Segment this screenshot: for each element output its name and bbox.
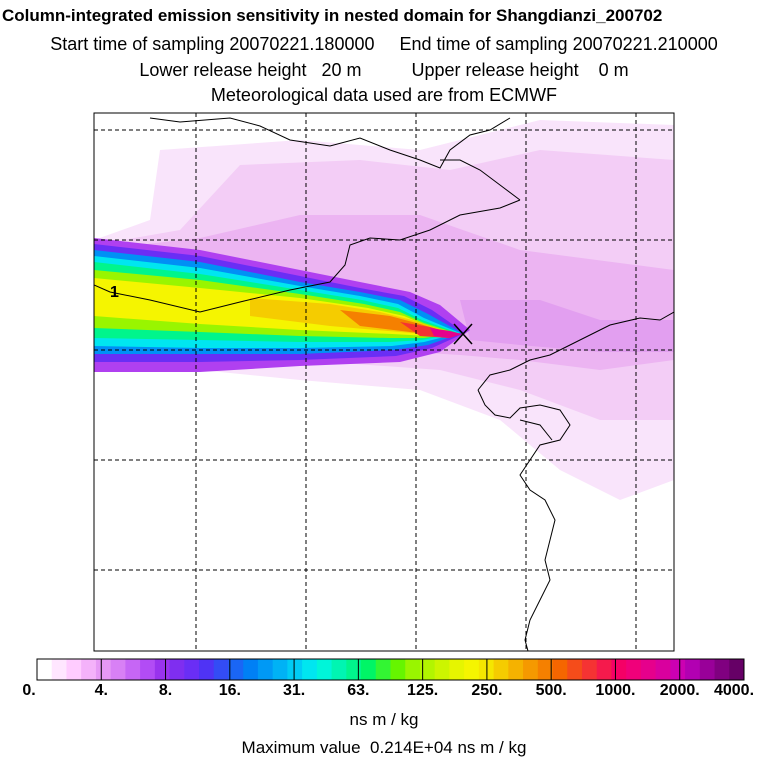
colorbar-cell — [95, 659, 112, 680]
colorbar-cell — [81, 659, 97, 680]
contour-label: 1 — [110, 284, 119, 301]
receptor-x-marker-icon — [453, 323, 473, 345]
emission-plume — [94, 238, 470, 372]
colorbar-cell — [331, 659, 347, 680]
release-height-line: Lower release height 20 m Upper release … — [139, 60, 629, 80]
colorbar-tick-label: 63. — [347, 682, 370, 699]
colorbar-cell — [626, 659, 642, 680]
colorbar-cell — [655, 659, 671, 680]
map-area: 1 — [94, 113, 674, 651]
colorbar-cell — [670, 659, 686, 680]
colorbar-cell — [714, 659, 730, 680]
colorbar-tick-label: 1000. — [595, 682, 636, 699]
colorbar-cell — [125, 659, 141, 680]
colorbar-cell — [110, 659, 126, 680]
coastlines — [94, 117, 674, 651]
colorbar-cell — [552, 659, 568, 680]
colorbar-cell — [640, 659, 657, 680]
colorbar-cell — [699, 659, 716, 680]
colorbar-tick-label: 16. — [218, 682, 241, 699]
colorbar-tick-label: 250. — [471, 682, 503, 699]
colorbar-cell — [154, 659, 171, 680]
colorbar-cell — [581, 659, 598, 680]
colorbar-cell — [596, 659, 612, 680]
colorbar-cell — [537, 659, 554, 680]
colorbar-tick-label: 500. — [535, 682, 567, 699]
colorbar-cell — [287, 659, 303, 680]
colorbar-cell — [37, 659, 53, 680]
colorbar-cell — [169, 659, 185, 680]
colorbar-cell — [228, 659, 244, 680]
colorbar-cell — [685, 659, 701, 680]
chart-title: Column-integrated emission sensitivity i… — [2, 6, 663, 25]
colorbar-cell — [51, 659, 67, 680]
colorbar-cell — [199, 659, 215, 680]
colorbar-cells — [37, 659, 745, 680]
colorbar-cell — [243, 659, 259, 680]
map-frame — [93, 112, 675, 652]
colorbar-dividers — [100, 659, 681, 680]
colorbar-cell — [611, 659, 627, 680]
colorbar-cell — [213, 659, 229, 680]
colorbar-cell — [302, 659, 318, 680]
colorbar-cell — [316, 659, 333, 680]
colorbar-cell — [361, 659, 377, 680]
colorbar-tick-label: 31. — [282, 682, 306, 699]
colorbar-cell — [419, 659, 436, 680]
maximum-value: Maximum value 0.214E+04 ns m / kg — [241, 738, 527, 757]
colorbar-cell — [375, 659, 391, 680]
sampling-time-line: Start time of sampling 20070221.180000 E… — [50, 34, 718, 54]
colorbar-cell — [729, 659, 745, 680]
colorbar-tick-label: 4000. — [713, 682, 755, 699]
colorbar-cell — [493, 659, 509, 680]
colorbar-tick-label: 8. — [158, 682, 173, 699]
colorbar-frame — [36, 658, 745, 681]
colorbar-cell — [523, 659, 539, 680]
met-data-line: Meteorological data used are from ECMWF — [210, 85, 558, 105]
colorbar-cell — [66, 659, 82, 680]
colorbar-tick-label: 2000. — [659, 682, 700, 699]
colorbar-cell — [140, 659, 156, 680]
colorbar-units: ns m / kg — [349, 710, 419, 729]
colorbar-cell — [434, 659, 450, 680]
colorbar-cell — [272, 659, 288, 680]
colorbar-tick-label: 4. — [94, 682, 108, 699]
colorbar-cell — [508, 659, 524, 680]
colorbar-cell — [449, 659, 465, 680]
colorbar-cell — [257, 659, 274, 680]
colorbar-cell — [346, 659, 362, 680]
colorbar-cell — [390, 659, 406, 680]
colorbar-cell — [184, 659, 200, 680]
colorbar-tick-label: 0. — [22, 682, 36, 699]
colorbar-cell — [567, 659, 583, 680]
colorbar-cell — [464, 659, 480, 680]
grid-lines — [94, 113, 674, 651]
colorbar-cell — [405, 659, 421, 680]
colorbar-tick-label: 125. — [407, 682, 439, 699]
